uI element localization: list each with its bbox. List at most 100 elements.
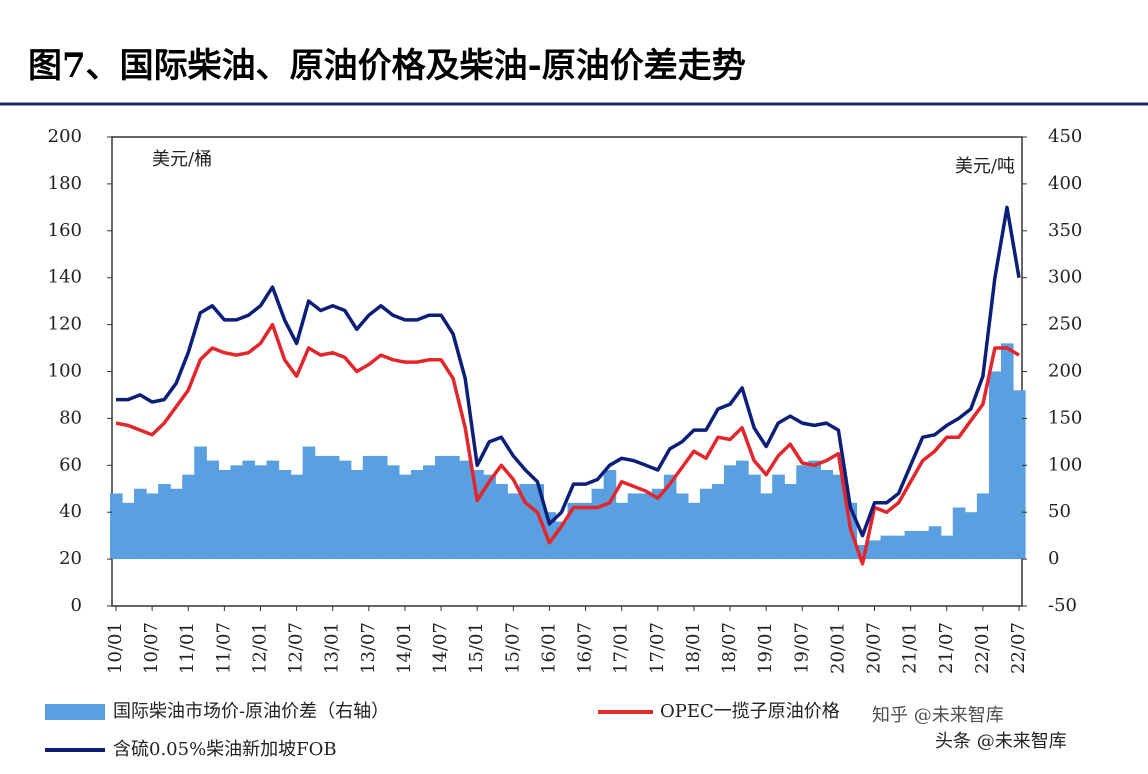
area-segment bbox=[206, 460, 219, 560]
area-segment bbox=[567, 502, 581, 560]
y2-tick-label: 250 bbox=[1048, 314, 1082, 335]
y-tick-label: 80 bbox=[59, 407, 82, 428]
legend-label: 国际柴油市场价-原油价差（右轴） bbox=[113, 701, 389, 722]
chart-title: 图7、国际柴油、原油价格及柴油-原油价差走势 bbox=[28, 46, 746, 86]
x-tick-label: 13/07 bbox=[358, 622, 379, 674]
area-segment bbox=[988, 371, 1002, 560]
area-segment bbox=[784, 484, 797, 560]
watermark: 头条 @未来智库 bbox=[935, 731, 1067, 752]
area-segment bbox=[964, 512, 978, 560]
area-segment bbox=[868, 540, 882, 560]
x-tick-label: 18/01 bbox=[683, 622, 704, 674]
y2-tick-label: 50 bbox=[1048, 501, 1071, 522]
area-segment bbox=[374, 455, 388, 560]
area-segment bbox=[435, 455, 448, 560]
area-segment bbox=[808, 460, 821, 560]
x-tick-label: 14/07 bbox=[430, 622, 451, 674]
area-segment bbox=[663, 474, 677, 560]
area-segment bbox=[1012, 390, 1026, 560]
area-segment bbox=[952, 507, 966, 560]
area-segment bbox=[170, 488, 183, 560]
x-tick-label: 18/07 bbox=[719, 622, 740, 674]
area-segment bbox=[278, 469, 292, 560]
x-tick-label: 22/01 bbox=[972, 622, 993, 674]
area-segment bbox=[134, 488, 147, 560]
area-segment bbox=[627, 493, 641, 560]
x-tick-label: 12/07 bbox=[286, 622, 307, 674]
area-segment bbox=[122, 502, 135, 560]
area-segment bbox=[736, 460, 749, 560]
area-segment bbox=[230, 465, 244, 560]
area-segment bbox=[423, 465, 436, 560]
area-segment bbox=[314, 455, 328, 560]
area-segment bbox=[928, 526, 942, 560]
x-tick-label: 21/01 bbox=[900, 622, 921, 674]
y-unit: 美元/桶 bbox=[152, 149, 212, 170]
area-segment bbox=[591, 488, 605, 560]
area-segment bbox=[459, 460, 472, 560]
watermark: 知乎 @未来智库 bbox=[872, 705, 1004, 726]
y2-tick-label: -50 bbox=[1048, 595, 1077, 616]
x-tick-label: 15/07 bbox=[502, 622, 523, 674]
area-segment bbox=[266, 460, 280, 560]
area-segment bbox=[531, 484, 545, 560]
x-tick-label: 16/01 bbox=[538, 622, 559, 674]
area-segment bbox=[699, 488, 713, 560]
area-segment bbox=[350, 469, 364, 560]
area-segment bbox=[603, 469, 617, 560]
y2-unit: 美元/吨 bbox=[955, 156, 1015, 177]
y-tick-label: 60 bbox=[59, 454, 82, 475]
x-tick-label: 14/01 bbox=[394, 622, 415, 674]
area-segment bbox=[651, 488, 665, 560]
x-tick-label: 19/01 bbox=[755, 622, 776, 674]
area-segment bbox=[639, 493, 653, 560]
area-segment bbox=[748, 474, 761, 560]
area-segment bbox=[483, 474, 496, 560]
area-segment bbox=[820, 469, 833, 560]
area-segment bbox=[109, 493, 123, 560]
area-segment bbox=[290, 474, 304, 560]
area-segment bbox=[724, 465, 737, 560]
y-tick-label: 180 bbox=[48, 173, 82, 194]
area-segment bbox=[410, 469, 424, 560]
area-segment bbox=[772, 474, 785, 560]
y2-tick-label: 150 bbox=[1048, 407, 1082, 428]
series-layer bbox=[109, 205, 1026, 566]
x-tick-label: 21/07 bbox=[936, 622, 957, 674]
area-segment bbox=[495, 484, 508, 560]
area-segment bbox=[1000, 343, 1014, 560]
area-segment bbox=[447, 455, 460, 560]
area-segment bbox=[976, 493, 990, 560]
area-segment bbox=[543, 512, 557, 560]
x-tick-label: 20/07 bbox=[864, 622, 885, 674]
area-segment bbox=[579, 502, 593, 560]
x-tick-label: 17/07 bbox=[647, 622, 668, 674]
legend-label: 含硫0.05%柴油新加坡FOB bbox=[113, 739, 337, 760]
y-tick-label: 20 bbox=[59, 548, 82, 569]
area-segment bbox=[519, 484, 532, 560]
area-segment bbox=[711, 484, 725, 560]
area-segment bbox=[615, 502, 629, 560]
legend-swatch bbox=[45, 704, 105, 720]
area-segment bbox=[158, 484, 171, 560]
area-segment bbox=[194, 446, 207, 560]
x-tick-label: 10/07 bbox=[141, 622, 162, 674]
y2-tick-label: 300 bbox=[1048, 267, 1082, 288]
y2-tick-label: 450 bbox=[1048, 126, 1082, 147]
area-segment bbox=[940, 535, 954, 560]
area-segment bbox=[507, 493, 520, 560]
y-tick-label: 140 bbox=[48, 267, 82, 288]
area-segment bbox=[362, 455, 376, 560]
area-segment bbox=[892, 535, 906, 560]
y2-tick-label: 350 bbox=[1048, 220, 1082, 241]
line-series bbox=[116, 205, 1021, 538]
area-segment bbox=[832, 474, 846, 560]
y2-tick-label: 200 bbox=[1048, 361, 1082, 382]
y-tick-label: 0 bbox=[71, 595, 82, 616]
area-segment bbox=[760, 493, 773, 560]
area-segment bbox=[182, 474, 195, 560]
area-segment bbox=[338, 460, 352, 560]
y-tick-label: 160 bbox=[48, 220, 82, 241]
area-segment bbox=[398, 474, 412, 560]
